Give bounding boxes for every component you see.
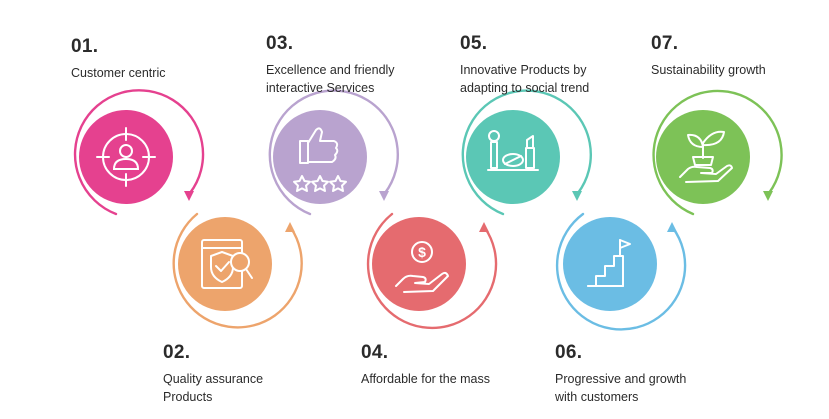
step-6-node <box>555 212 687 331</box>
step-6-text: 06. Progressive and growth with customers <box>555 342 730 406</box>
step-2-arrowhead <box>285 222 295 232</box>
step-4-number: 04. <box>361 342 389 363</box>
step-5-label: Innovative Products by adapting to social… <box>460 63 590 95</box>
step-6-arrowhead <box>667 222 677 232</box>
step-4-arrowhead <box>479 222 489 232</box>
step-6-ring <box>555 212 687 331</box>
step-1-node <box>73 89 205 216</box>
step-1-number: 01. <box>71 36 99 57</box>
step-4-node: $ <box>366 212 498 330</box>
step-3-label: Excellence and friendly interactive Servi… <box>266 63 395 95</box>
cosmetics-icon <box>487 130 539 171</box>
step-3-number: 03. <box>266 33 294 54</box>
step-7-number: 07. <box>651 33 679 54</box>
thumbs-up-stars-icon <box>293 127 347 192</box>
plant-hand-icon <box>679 130 733 183</box>
step-3-ring <box>268 89 399 216</box>
step-4-label: Affordable for the mass <box>361 372 491 386</box>
step-5-arrowhead <box>572 191 582 201</box>
step-6-number: 06. <box>555 342 583 363</box>
shield-check-icon <box>201 239 253 289</box>
step-7-label: Sustainability growth <box>651 63 766 77</box>
step-2-node <box>172 212 303 329</box>
step-5-number: 05. <box>460 33 488 54</box>
step-4-text: 04. Affordable for the mass <box>361 342 536 388</box>
step-4-circle <box>372 217 466 311</box>
step-1-ring <box>73 89 205 216</box>
step-7-text: 07. Sustainability growth <box>651 33 826 79</box>
step-2-circle <box>178 217 272 311</box>
step-1-arrowhead <box>184 191 194 201</box>
step-7-node <box>652 89 783 216</box>
step-2-number: 02. <box>163 342 191 363</box>
step-5-ring <box>461 89 592 216</box>
hand-coin-icon <box>395 241 449 293</box>
step-3-arrowhead <box>379 191 389 201</box>
step-3-node <box>268 89 399 216</box>
step-5-circle <box>466 110 560 204</box>
step-5-node <box>461 89 592 216</box>
step-1-text: 01. Customer centric <box>71 36 246 82</box>
step-6-label: Progressive and growth with customers <box>555 372 687 404</box>
step-2-ring <box>172 212 303 329</box>
step-3-text: 03. Excellence and friendly interactive S… <box>266 33 441 97</box>
step-6-circle <box>563 217 657 311</box>
step-7-ring <box>652 89 783 216</box>
stairs-flag-icon <box>587 239 631 287</box>
step-5-text: 05. Innovative Products by adapting to so… <box>460 33 635 97</box>
step-2-text: 02. Quality assurance Products <box>163 342 338 406</box>
step-1-label: Customer centric <box>71 66 166 80</box>
step-2-label: Quality assurance Products <box>163 372 264 404</box>
target-user-icon <box>96 127 156 187</box>
step-3-circle <box>273 110 367 204</box>
coin-dollar-sign: $ <box>418 244 426 260</box>
step-4-ring <box>366 212 498 330</box>
step-7-arrowhead <box>763 191 773 201</box>
